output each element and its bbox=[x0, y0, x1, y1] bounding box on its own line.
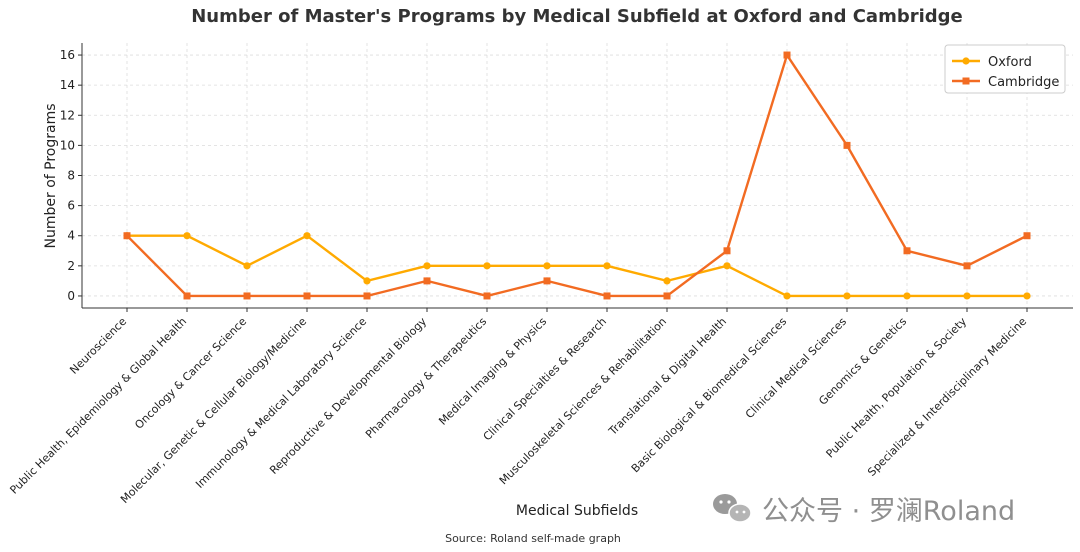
chart-title: Number of Master's Programs by Medical S… bbox=[191, 6, 963, 27]
x-tick-label: Clinical Medical Sciences bbox=[743, 315, 849, 421]
y-tick-label: 10 bbox=[60, 138, 75, 152]
data-point-cambridge bbox=[663, 292, 671, 300]
data-point-oxford bbox=[663, 277, 671, 285]
data-point-oxford bbox=[723, 262, 731, 270]
data-point-cambridge bbox=[843, 141, 851, 149]
data-point-oxford bbox=[603, 262, 611, 270]
data-point-oxford bbox=[423, 262, 431, 270]
series-line-oxford bbox=[127, 234, 1027, 298]
x-tick-label: Pharmacology & Therapeutics bbox=[363, 315, 489, 441]
y-tick-label: 0 bbox=[67, 289, 75, 303]
watermark-text: 公众号 · 罗澜Roland bbox=[762, 496, 1015, 527]
x-tick-label: Medical Imaging & Physics bbox=[436, 315, 549, 428]
data-point-oxford bbox=[183, 232, 191, 240]
data-point-cambridge bbox=[963, 262, 971, 270]
y-axis-label: Number of Programs bbox=[43, 104, 59, 249]
data-point-cambridge bbox=[183, 292, 191, 300]
y-tick-label: 16 bbox=[60, 48, 75, 62]
x-tick-label: Translational & Digital Health bbox=[606, 315, 729, 438]
x-tick-label: Clinical Specialties & Research bbox=[481, 315, 609, 443]
x-tick-label: Neuroscience bbox=[67, 315, 129, 377]
data-point-oxford bbox=[363, 277, 371, 285]
wechat-icon bbox=[713, 494, 752, 523]
y-axis-ticks: 0 2 4 6 8 10 12 14 16 bbox=[60, 48, 82, 303]
y-tick-label: 12 bbox=[60, 108, 75, 122]
data-point-oxford bbox=[243, 262, 251, 270]
source-caption: Source: Roland self-made graph bbox=[445, 532, 621, 545]
x-tick-label: Oncology & Cancer Science bbox=[132, 315, 249, 432]
data-point-cambridge bbox=[243, 292, 251, 300]
data-point-cambridge bbox=[483, 292, 491, 300]
data-point-oxford bbox=[903, 292, 911, 300]
data-point-oxford bbox=[783, 292, 791, 300]
data-point-cambridge bbox=[723, 247, 731, 255]
data-point-oxford bbox=[843, 292, 851, 300]
data-point-cambridge bbox=[783, 51, 791, 59]
y-tick-label: 6 bbox=[67, 199, 75, 213]
y-tick-label: 2 bbox=[67, 259, 75, 273]
y-tick-label: 8 bbox=[67, 169, 75, 183]
legend-label-cambridge: Cambridge bbox=[988, 75, 1059, 90]
data-point-oxford bbox=[963, 292, 971, 300]
series-line-cambridge bbox=[126, 53, 1028, 298]
data-point-cambridge bbox=[123, 232, 131, 240]
data-point-cambridge bbox=[1023, 232, 1031, 240]
grid bbox=[82, 43, 1073, 308]
data-point-oxford bbox=[483, 262, 491, 270]
legend: Oxford Cambridge bbox=[944, 44, 1066, 94]
data-point-cambridge bbox=[303, 292, 311, 300]
data-point-oxford bbox=[1023, 292, 1031, 300]
data-point-oxford bbox=[543, 262, 551, 270]
data-point-cambridge bbox=[423, 277, 431, 285]
watermark: 公众号 · 罗澜Roland bbox=[713, 494, 1015, 527]
data-point-cambridge bbox=[603, 292, 611, 300]
data-point-cambridge bbox=[903, 247, 911, 255]
series-lines bbox=[123, 51, 1031, 300]
legend-marker-cambridge bbox=[962, 77, 970, 85]
y-tick-label: 4 bbox=[67, 229, 75, 243]
legend-marker-oxford bbox=[962, 57, 970, 65]
data-point-oxford bbox=[303, 232, 311, 240]
legend-label-oxford: Oxford bbox=[988, 55, 1032, 70]
data-point-cambridge bbox=[543, 277, 551, 285]
y-tick-label: 14 bbox=[60, 78, 75, 92]
x-axis-label: Medical Subfields bbox=[516, 503, 638, 519]
data-point-cambridge bbox=[363, 292, 371, 300]
